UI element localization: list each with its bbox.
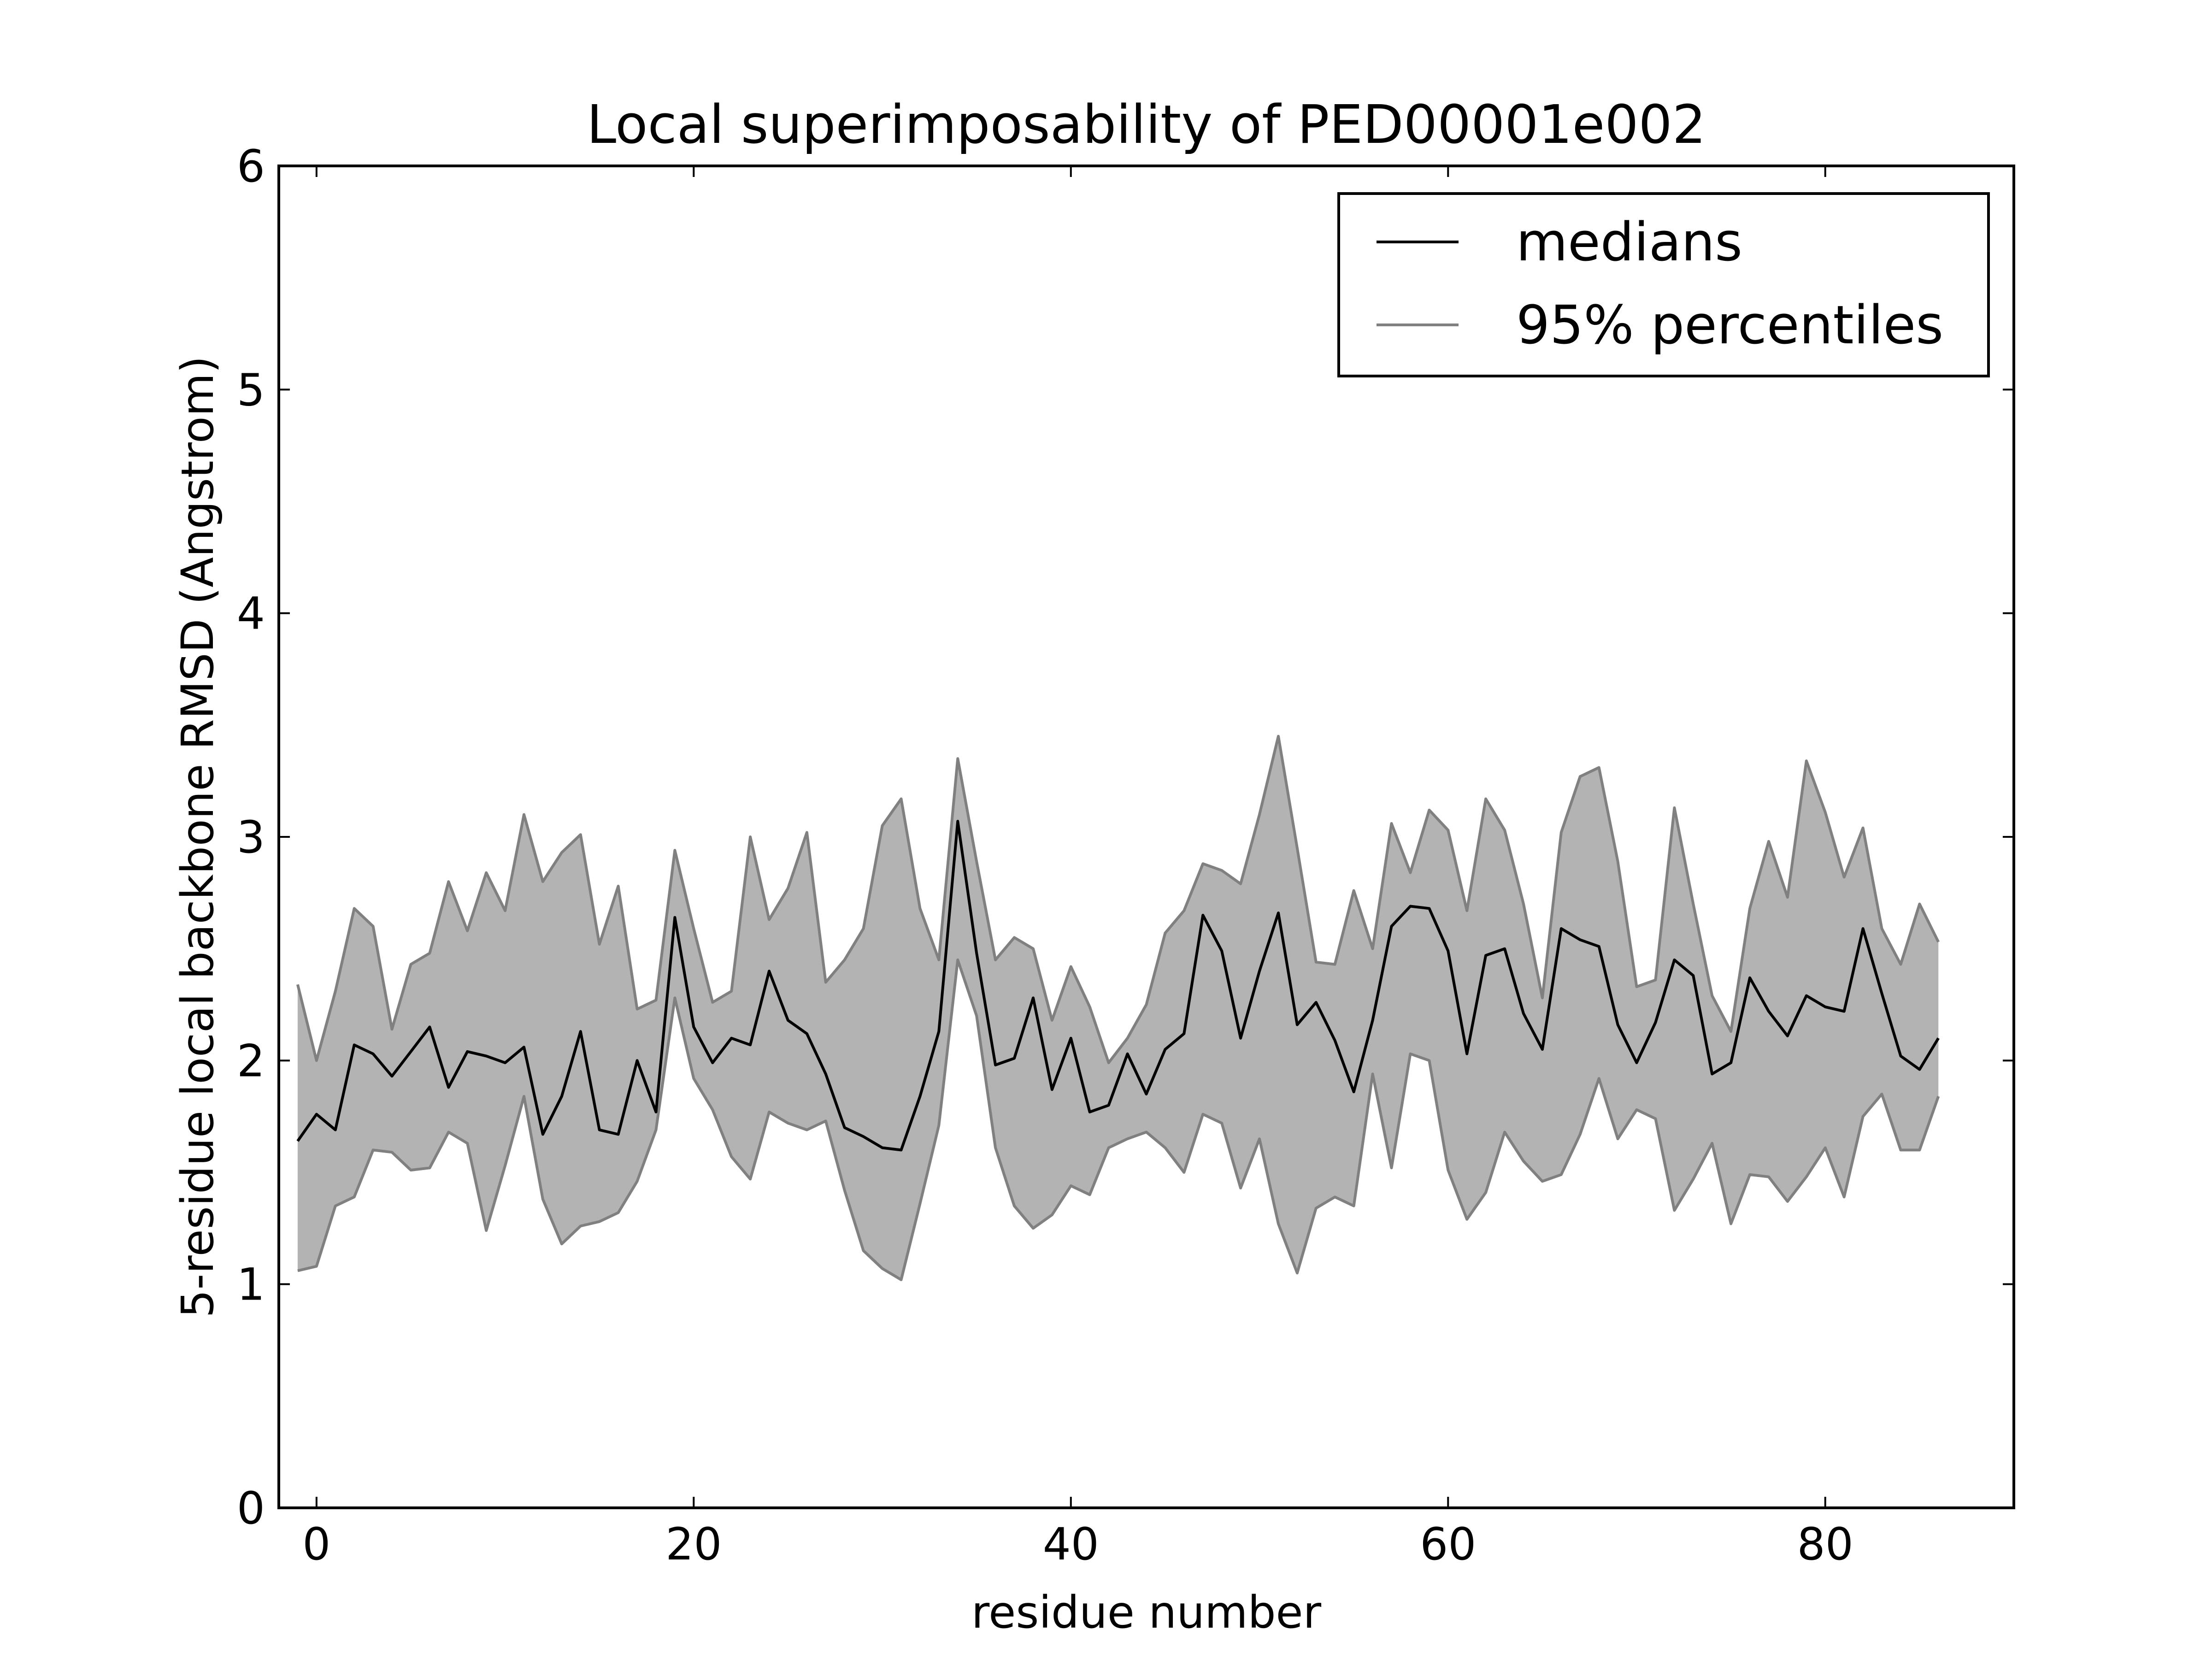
x-tick-label: 20 (665, 1518, 722, 1570)
x-tick-label: 0 (302, 1518, 330, 1570)
legend-label-percentiles: 95% percentiles (1516, 294, 1943, 356)
y-tick-label: 5 (237, 364, 265, 416)
y-tick-label: 0 (237, 1483, 265, 1534)
x-tick-label: 60 (1420, 1518, 1476, 1570)
lower-percentile-line (297, 958, 1940, 1281)
y-tick-label: 3 (237, 812, 265, 863)
axes: 0 20 40 60 80 0 1 2 3 4 5 6 (237, 141, 2015, 1570)
legend: medians 95% percentiles (1337, 192, 1990, 377)
plot-area (296, 735, 1940, 1281)
legend-label-medians: medians (1516, 212, 1742, 273)
y-tick-label: 1 (237, 1259, 265, 1311)
legend-box (1337, 192, 1990, 377)
chart-title: Local superimposability of PED00001e002 (587, 94, 1706, 156)
y-tick-label: 2 (237, 1035, 265, 1087)
y-tick-label: 4 (237, 588, 265, 640)
percentile-band (297, 736, 1939, 1280)
median-line (296, 820, 1940, 1152)
x-tick-label: 80 (1797, 1518, 1853, 1570)
y-axis-title: 5-residue local backbone RMSD (Angstrom) (172, 356, 224, 1318)
x-tick-label: 40 (1043, 1518, 1099, 1570)
upper-percentile-line (296, 735, 1940, 1065)
y-tick-label: 6 (237, 141, 265, 192)
x-axis-title: residue number (971, 1587, 1322, 1638)
